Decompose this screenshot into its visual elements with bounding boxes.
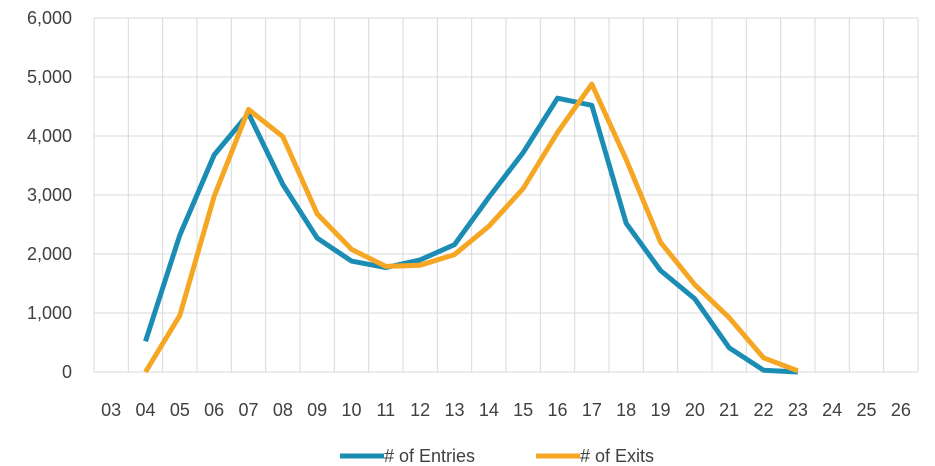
x-tick-label: 05 — [170, 400, 190, 420]
x-tick-label: 12 — [410, 400, 430, 420]
x-tick-label: 08 — [273, 400, 293, 420]
x-tick-label: 20 — [685, 400, 705, 420]
x-tick-label: 14 — [479, 400, 499, 420]
x-tick-label: 04 — [135, 400, 155, 420]
x-tick-label: 18 — [616, 400, 636, 420]
legend: # of Entries # of Exits — [340, 446, 654, 466]
x-tick-label: 11 — [376, 400, 395, 420]
x-tick-label: 10 — [341, 400, 361, 420]
x-tick-label: 23 — [788, 400, 808, 420]
y-tick-label: 3,000 — [27, 185, 72, 205]
x-tick-label: 25 — [856, 400, 876, 420]
x-tick-label: 06 — [204, 400, 224, 420]
y-tick-label: 6,000 — [27, 8, 72, 28]
x-axis-tick-labels: 03 04 05 06 07 08 09 10 11 12 13 14 15 16 17 18 19 20 21 22… — [101, 400, 911, 420]
series-line-exits — [143, 81, 799, 374]
x-tick-label: 21 — [719, 400, 739, 420]
x-tick-label: 17 — [582, 400, 602, 420]
horizontal-gridlines — [94, 17, 918, 373]
legend-label: # of Exits — [580, 446, 654, 466]
x-tick-label: 19 — [650, 400, 670, 420]
x-tick-label: 16 — [547, 400, 567, 420]
y-tick-label: 1,000 — [27, 303, 72, 323]
x-tick-label: 26 — [891, 400, 911, 420]
series-line-entries — [143, 95, 798, 375]
x-tick-label: 15 — [513, 400, 533, 420]
legend-label: # of Entries — [384, 446, 475, 466]
x-tick-label: 24 — [822, 400, 842, 420]
y-tick-label: 4,000 — [27, 126, 72, 146]
x-tick-label: 22 — [753, 400, 773, 420]
series-lines — [143, 81, 799, 375]
x-tick-label: 07 — [238, 400, 258, 420]
x-tick-label: 03 — [101, 400, 121, 420]
x-tick-label: 09 — [307, 400, 327, 420]
y-tick-label: 0 — [62, 362, 72, 382]
y-tick-label: 5,000 — [27, 67, 72, 87]
x-tick-label: 13 — [444, 400, 464, 420]
y-axis-tick-labels: 0 1,000 2,000 3,000 4,000 5,000 6,000 — [27, 8, 72, 382]
y-tick-label: 2,000 — [27, 244, 72, 264]
